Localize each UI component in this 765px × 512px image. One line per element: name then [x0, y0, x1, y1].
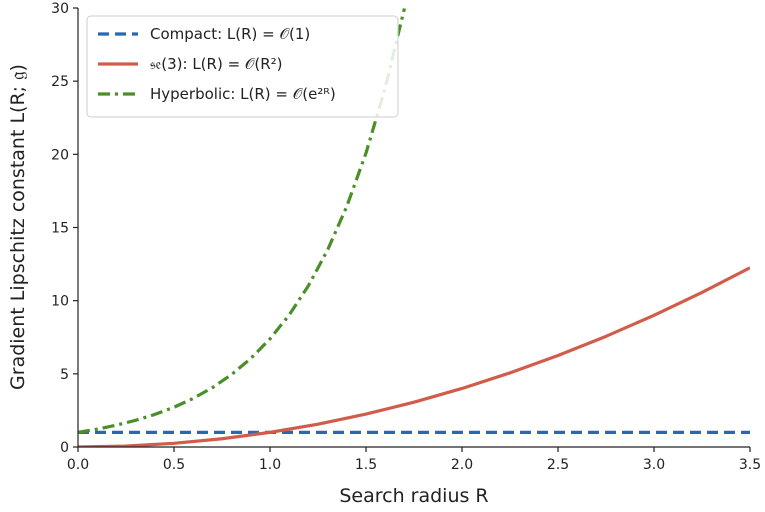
- y-tick-label: 5: [60, 367, 69, 383]
- y-tick-label: 30: [51, 1, 69, 17]
- x-tick-label: 2.0: [451, 457, 473, 473]
- legend-label: 𝔰𝔢(3): L(R) = 𝒪(R²): [150, 55, 283, 73]
- x-tick-label: 1.0: [259, 457, 281, 473]
- x-tick-label: 0.0: [67, 457, 89, 473]
- legend-entry-hyperbolic: Hyperbolic: L(R) = 𝒪(e²ᴿ): [98, 85, 336, 103]
- legend-label: Compact: L(R) = 𝒪(1): [150, 25, 310, 43]
- legend-entry-compact: Compact: L(R) = 𝒪(1): [98, 25, 310, 43]
- series-layer: [78, 8, 750, 447]
- y-ticks: 0 5 10 15 20 25 30: [51, 1, 78, 456]
- series-hyperbolic-line: [78, 8, 406, 434]
- series-se3-line: [78, 266, 750, 447]
- legend-label: Hyperbolic: L(R) = 𝒪(e²ᴿ): [150, 85, 336, 103]
- y-axis-label: Gradient Lipschitz constant L(R; 𝔤): [7, 64, 29, 390]
- y-tick-label: 20: [51, 147, 69, 163]
- x-ticks: 0.0 0.5 1.0 1.5 2.0 2.5 3.0 3.5: [67, 447, 761, 473]
- x-tick-label: 3.5: [739, 457, 761, 473]
- y-tick-label: 0: [60, 440, 69, 456]
- x-tick-label: 2.5: [547, 457, 569, 473]
- legend: Compact: L(R) = 𝒪(1) 𝔰𝔢(3): L(R) = 𝒪(R²) H…: [86, 15, 399, 118]
- x-axis-label: Search radius R: [339, 485, 488, 507]
- y-tick-label: 25: [51, 74, 69, 90]
- y-tick-label: 10: [51, 294, 69, 310]
- y-tick-label: 15: [51, 221, 69, 237]
- legend-frame: [86, 15, 399, 118]
- legend-entry-se3: 𝔰𝔢(3): L(R) = 𝒪(R²): [98, 55, 283, 73]
- x-tick-label: 0.5: [163, 457, 185, 473]
- x-tick-label: 1.5: [355, 457, 377, 473]
- x-tick-label: 3.0: [643, 457, 665, 473]
